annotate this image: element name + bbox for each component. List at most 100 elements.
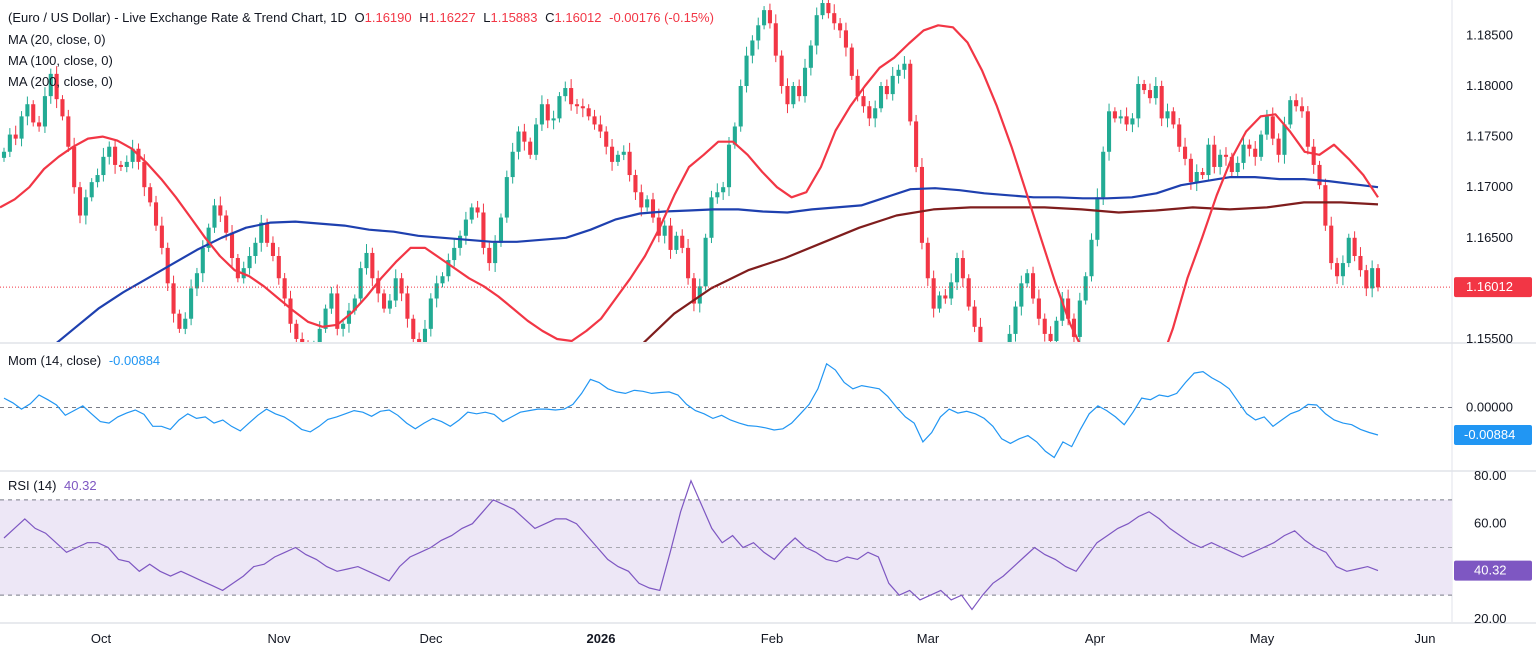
- candle-body: [703, 237, 708, 287]
- candle-body: [7, 134, 12, 152]
- candle-body: [1071, 318, 1077, 337]
- candle-body: [598, 124, 603, 132]
- candle-body: [873, 108, 878, 119]
- candle-body: [545, 104, 550, 121]
- rsi-legend-value: 40.32: [64, 478, 97, 493]
- candle-body: [662, 225, 667, 236]
- candle-body: [1288, 100, 1293, 125]
- chart-header-line: (Euro / US Dollar) - Live Exchange Rate …: [8, 10, 714, 25]
- time-tick-label: Feb: [761, 631, 783, 646]
- candle-body: [329, 293, 334, 309]
- ohlc-high-label: H: [419, 10, 429, 25]
- candle-body: [177, 313, 182, 329]
- candle-body: [341, 323, 346, 329]
- candle-body: [31, 104, 36, 123]
- ohlc-close-value: 1.16012: [554, 10, 602, 25]
- candle-body: [440, 276, 445, 284]
- candle-body: [1364, 270, 1369, 289]
- candle-body: [124, 161, 129, 167]
- candle-body: [1013, 306, 1018, 334]
- candle-body: [282, 278, 287, 299]
- candle-body: [726, 144, 732, 188]
- candle-body: [159, 225, 164, 248]
- candle-body: [539, 104, 544, 125]
- candle-body: [767, 10, 772, 24]
- ohlc-low-label: L: [483, 10, 491, 25]
- candle-body: [1142, 83, 1147, 91]
- candle-body: [1223, 154, 1229, 157]
- candle-body: [247, 255, 252, 269]
- time-tick-label: Nov: [267, 631, 291, 646]
- candle-body: [802, 67, 808, 97]
- candle-body: [54, 73, 59, 100]
- candle-body: [335, 293, 340, 329]
- candle-body: [949, 282, 954, 299]
- candle-body: [762, 10, 767, 26]
- candle-body: [639, 192, 644, 208]
- candle-body: [428, 298, 433, 329]
- ma100-legend: MA (100, close, 0): [8, 53, 113, 68]
- candle-body: [896, 69, 901, 76]
- candle-body: [1358, 255, 1363, 271]
- candle-body: [417, 338, 422, 342]
- price-tick-label: 1.17500: [1466, 129, 1513, 144]
- candle-body: [200, 247, 205, 274]
- candle-body: [1352, 237, 1357, 256]
- time-axis: Oct Nov Dec 2026 Feb Mar Apr May Jun: [91, 631, 1436, 646]
- candle-body: [785, 86, 790, 105]
- candle-body: [1335, 263, 1340, 277]
- ohlc-open-value: 1.16190: [364, 10, 412, 25]
- candle-body: [878, 86, 884, 109]
- candle-body: [475, 207, 480, 213]
- ma100-line: [56, 176, 1379, 342]
- candle-body: [288, 298, 293, 324]
- momentum-pane: 0.00000 -0.00884: [0, 362, 1532, 459]
- candle-body: [1101, 151, 1106, 198]
- candle-body: [463, 219, 468, 236]
- candle-body: [1194, 172, 1199, 183]
- candle-body: [1329, 225, 1334, 264]
- candle-body: [668, 225, 673, 250]
- candle-body: [604, 131, 609, 147]
- main-price-pane: 1.18500 1.18000 1.17500 1.17000 1.16500 1.160…: [0, 0, 1532, 346]
- candle-body: [487, 247, 492, 264]
- ohlc-open-label: O: [354, 10, 365, 25]
- candle-body: [832, 13, 837, 24]
- candle-body: [1095, 197, 1100, 240]
- candle-body: [300, 338, 305, 342]
- rsi-tick-label: 20.00: [1474, 611, 1507, 626]
- candle-body: [569, 88, 574, 105]
- candle-body: [42, 96, 47, 127]
- mom-tick-label: 0.00000: [1466, 400, 1513, 415]
- candle-body: [224, 215, 229, 233]
- time-tick-label: Apr: [1085, 631, 1106, 646]
- candle-body: [691, 278, 696, 304]
- candle-body: [1188, 158, 1193, 183]
- candle-body: [113, 146, 118, 165]
- candle-body: [855, 75, 860, 97]
- candle-body: [843, 30, 848, 48]
- candle-body: [814, 15, 819, 46]
- candle-body: [1153, 86, 1158, 99]
- candle-body: [650, 199, 656, 218]
- candle-body: [849, 47, 854, 76]
- rsi-legend: RSI (14) 40.32: [8, 478, 97, 493]
- candle-body: [627, 151, 632, 176]
- time-tick-label: 2026: [587, 631, 616, 646]
- candle-body: [434, 283, 439, 299]
- rsi-label: RSI (14): [8, 478, 57, 493]
- candle-body: [838, 23, 843, 31]
- candle-body: [153, 202, 159, 226]
- candle-body: [1270, 116, 1275, 139]
- candle-body: [773, 23, 778, 56]
- candle-body: [1253, 148, 1258, 157]
- candles-group: [1, 0, 1381, 342]
- candle-body: [908, 63, 913, 122]
- candle-body: [1030, 273, 1036, 299]
- candle-body: [715, 192, 720, 198]
- candle-body: [1036, 298, 1041, 319]
- candle-body: [317, 328, 322, 342]
- candle-body: [77, 187, 83, 216]
- candle-body: [72, 146, 77, 188]
